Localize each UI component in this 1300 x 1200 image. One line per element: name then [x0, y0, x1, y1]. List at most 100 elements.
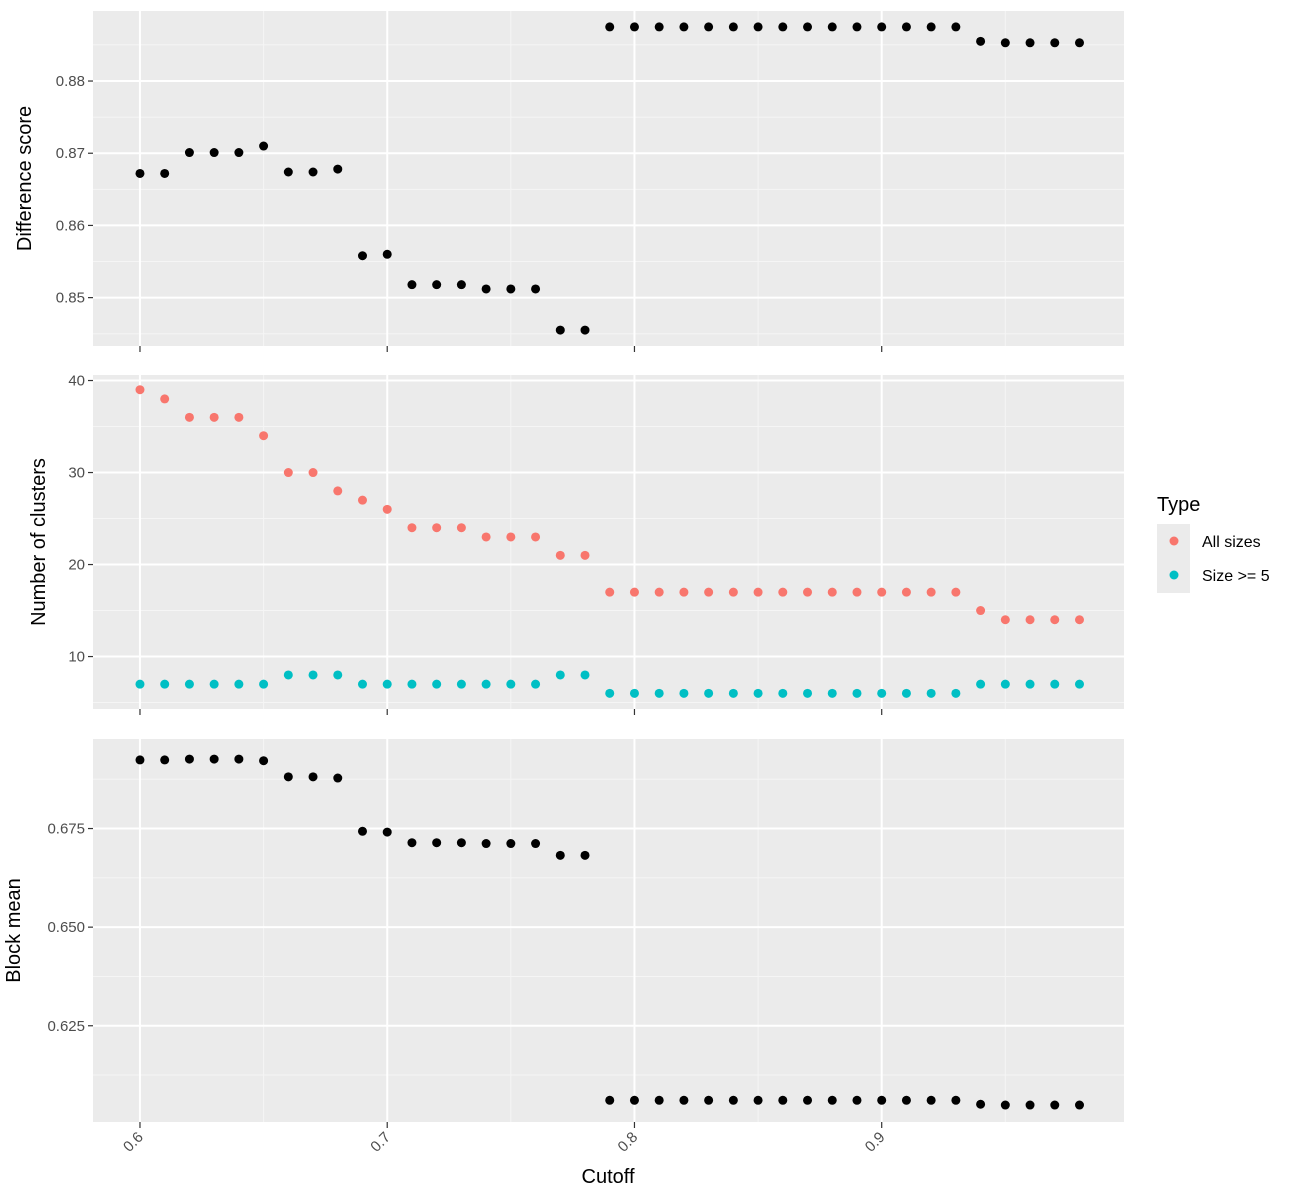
data-point — [184, 412, 194, 422]
data-point — [926, 1095, 936, 1105]
y-axis-title: Number of clusters — [28, 458, 50, 626]
data-point — [803, 22, 813, 32]
data-point — [629, 1095, 639, 1105]
data-point — [976, 1099, 986, 1109]
series-size-5 — [135, 670, 1084, 698]
x-tick-label: 0.7 — [367, 1129, 394, 1156]
data-point — [1000, 679, 1010, 689]
data-point — [926, 587, 936, 597]
data-point — [382, 249, 392, 259]
data-point — [877, 688, 887, 698]
data-point — [555, 850, 565, 860]
legend-entries: All sizes Size >= 5 — [1169, 534, 1270, 585]
data-point — [704, 587, 714, 597]
data-point — [1025, 615, 1035, 625]
data-point — [580, 325, 590, 335]
data-point — [679, 688, 689, 698]
data-point — [456, 679, 466, 689]
data-point — [456, 838, 466, 848]
legend-title: Type — [1157, 494, 1200, 516]
data-point — [629, 688, 639, 698]
data-point — [728, 1095, 738, 1105]
data-point — [704, 1095, 714, 1105]
data-point — [432, 523, 442, 533]
data-point — [1074, 1100, 1084, 1110]
data-point — [481, 839, 491, 849]
data-point — [283, 772, 293, 782]
y-axis-title: Block mean — [3, 878, 25, 983]
data-point — [209, 148, 219, 158]
panel-background — [93, 11, 1124, 346]
data-point — [1050, 38, 1060, 48]
data-point — [605, 22, 615, 32]
data-point — [357, 495, 367, 505]
data-point — [976, 606, 986, 616]
data-point — [852, 1095, 862, 1105]
data-point — [704, 22, 714, 32]
data-point — [803, 1095, 813, 1105]
data-point — [1074, 615, 1084, 625]
legend-key-background — [1157, 524, 1190, 593]
series-3-1 — [135, 754, 1084, 1110]
data-point — [184, 148, 194, 158]
y-tick-label: 20 — [68, 557, 85, 574]
panel-background — [93, 375, 1124, 709]
data-point — [432, 838, 442, 848]
data-point — [1050, 679, 1060, 689]
data-point — [432, 679, 442, 689]
data-point — [877, 22, 887, 32]
y-tick-label: 10 — [68, 649, 85, 666]
data-point — [357, 826, 367, 836]
data-point — [580, 670, 590, 680]
panel-2: 10 20 30 40 Number of clusters — [28, 373, 1124, 715]
panel-1: 0.85 0.86 0.87 0.88 Difference score — [14, 11, 1124, 352]
data-point — [1000, 38, 1010, 48]
x-tick-label: 0.8 — [615, 1129, 642, 1156]
data-point — [555, 325, 565, 335]
data-point — [1025, 679, 1035, 689]
data-point — [605, 587, 615, 597]
data-point — [259, 679, 269, 689]
data-point — [901, 688, 911, 698]
data-point — [753, 22, 763, 32]
data-point — [1025, 38, 1035, 48]
data-point — [357, 679, 367, 689]
data-point — [1074, 38, 1084, 48]
data-point — [481, 532, 491, 542]
data-point — [926, 22, 936, 32]
data-point — [407, 280, 417, 290]
data-point — [308, 772, 318, 782]
y-tick-label: 0.85 — [56, 290, 85, 307]
legend-label: All sizes — [1202, 534, 1261, 551]
data-point — [654, 22, 664, 32]
data-point — [160, 679, 170, 689]
data-point — [135, 755, 145, 765]
panel-3: 0.625 0.650 0.675 Block mean — [3, 739, 1124, 1128]
data-point — [357, 251, 367, 261]
data-point — [135, 385, 145, 395]
data-point — [654, 688, 664, 698]
data-point — [531, 284, 541, 294]
data-point — [1050, 1100, 1060, 1110]
data-point — [901, 1095, 911, 1105]
data-point — [1025, 1100, 1035, 1110]
data-point — [852, 688, 862, 698]
data-point — [728, 587, 738, 597]
data-point — [259, 141, 269, 151]
data-point — [308, 670, 318, 680]
data-point — [506, 839, 516, 849]
data-point — [209, 679, 219, 689]
data-point — [951, 1095, 961, 1105]
data-point — [728, 688, 738, 698]
data-point — [160, 168, 170, 178]
data-point — [531, 839, 541, 849]
legend-key-dot — [1169, 570, 1179, 580]
data-point — [184, 754, 194, 764]
data-point — [704, 688, 714, 698]
data-point — [456, 523, 466, 533]
data-point — [951, 587, 961, 597]
data-point — [407, 679, 417, 689]
legend: Type All sizes Size >= 5 — [1157, 494, 1270, 593]
data-point — [283, 670, 293, 680]
